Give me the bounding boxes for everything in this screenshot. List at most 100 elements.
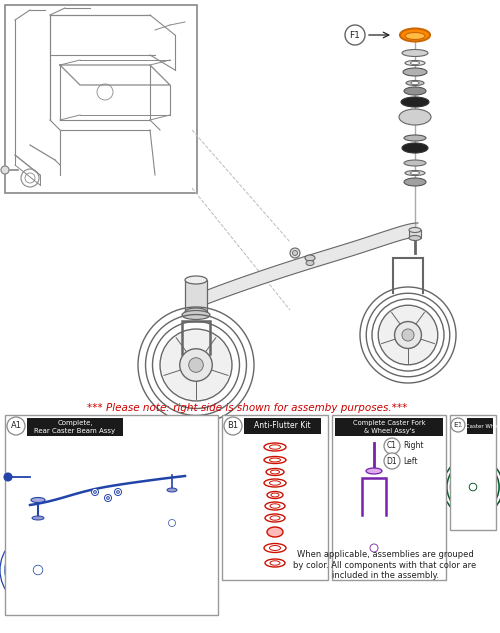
Circle shape [379, 306, 437, 364]
Ellipse shape [402, 49, 428, 56]
Circle shape [455, 469, 491, 505]
Ellipse shape [270, 546, 280, 551]
Circle shape [355, 529, 393, 567]
Ellipse shape [306, 261, 314, 265]
Ellipse shape [270, 516, 280, 520]
Ellipse shape [405, 170, 425, 175]
Ellipse shape [410, 61, 420, 65]
Circle shape [292, 251, 298, 256]
Circle shape [345, 25, 365, 45]
Text: A1: A1 [10, 422, 22, 430]
Circle shape [155, 506, 189, 540]
Ellipse shape [270, 504, 280, 508]
Circle shape [394, 322, 421, 348]
Circle shape [104, 494, 112, 501]
Ellipse shape [405, 61, 425, 65]
Bar [335, 418, 443, 436]
Ellipse shape [404, 135, 426, 141]
Circle shape [180, 349, 212, 381]
Circle shape [1, 166, 9, 174]
Ellipse shape [264, 544, 286, 553]
Circle shape [384, 438, 400, 454]
Ellipse shape [399, 109, 431, 125]
Ellipse shape [265, 559, 285, 567]
Ellipse shape [185, 276, 207, 284]
Ellipse shape [400, 28, 430, 42]
Circle shape [116, 491, 119, 494]
Ellipse shape [401, 97, 429, 107]
Ellipse shape [264, 479, 286, 487]
Ellipse shape [267, 491, 283, 499]
Bar [467, 418, 493, 434]
Ellipse shape [267, 527, 283, 537]
Text: C1: C1 [387, 441, 397, 451]
Bar [5, 5, 197, 193]
Ellipse shape [404, 178, 426, 186]
Bar [5, 415, 218, 615]
Polygon shape [195, 223, 418, 309]
Bar [244, 418, 321, 434]
Text: E1: E1 [454, 422, 462, 428]
Ellipse shape [270, 445, 280, 449]
Text: Left: Left [403, 456, 417, 465]
Ellipse shape [405, 32, 425, 39]
Circle shape [290, 248, 300, 258]
Bar [332, 415, 446, 580]
Ellipse shape [270, 481, 280, 486]
Ellipse shape [366, 468, 382, 474]
Bar [27, 418, 123, 436]
Circle shape [4, 473, 12, 481]
Ellipse shape [167, 488, 177, 492]
Circle shape [168, 520, 175, 527]
Ellipse shape [264, 456, 286, 463]
Ellipse shape [270, 458, 280, 462]
Circle shape [370, 544, 378, 552]
Bar [222, 415, 328, 580]
Circle shape [365, 539, 383, 557]
Circle shape [92, 489, 98, 496]
Bar [409, 230, 421, 238]
Text: Anti-Flutter Kit: Anti-Flutter Kit [254, 422, 310, 430]
Circle shape [161, 330, 231, 400]
Circle shape [384, 453, 400, 469]
Text: *** Please note: right side is shown for assemby purposes.***: *** Please note: right side is shown for… [87, 403, 407, 413]
Ellipse shape [265, 502, 285, 510]
Circle shape [224, 417, 242, 435]
Ellipse shape [411, 82, 419, 85]
Text: F1: F1 [350, 30, 360, 39]
Circle shape [7, 417, 25, 435]
Ellipse shape [32, 516, 44, 520]
Text: 6" Caster Wheel: 6" Caster Wheel [458, 423, 500, 429]
Circle shape [15, 547, 61, 592]
Circle shape [402, 329, 414, 341]
Ellipse shape [264, 443, 286, 451]
Circle shape [33, 565, 43, 575]
Ellipse shape [409, 227, 421, 232]
Ellipse shape [31, 498, 45, 503]
Text: Complete Caster Fork
& Wheel Assy's: Complete Caster Fork & Wheel Assy's [353, 420, 425, 434]
Ellipse shape [409, 235, 421, 241]
Text: Right: Right [403, 441, 423, 451]
Ellipse shape [403, 68, 427, 76]
Ellipse shape [182, 311, 210, 320]
Ellipse shape [404, 87, 426, 95]
Ellipse shape [266, 468, 284, 475]
Text: Complete,
Rear Caster Beam Assy: Complete, Rear Caster Beam Assy [34, 420, 116, 434]
Ellipse shape [406, 80, 424, 85]
Ellipse shape [404, 160, 426, 166]
Circle shape [164, 515, 180, 531]
Circle shape [188, 358, 204, 372]
Bar [450, 415, 496, 530]
Text: When applicable, assemblies are grouped
by color. All components with that color: When applicable, assemblies are grouped … [294, 550, 476, 580]
Circle shape [28, 560, 48, 580]
Ellipse shape [265, 514, 285, 522]
Circle shape [106, 496, 110, 499]
Ellipse shape [185, 308, 207, 316]
Circle shape [464, 479, 481, 496]
Ellipse shape [270, 561, 280, 565]
Ellipse shape [270, 470, 280, 474]
Circle shape [469, 483, 477, 491]
Ellipse shape [410, 172, 420, 175]
Ellipse shape [271, 493, 279, 497]
Text: D1: D1 [386, 456, 398, 465]
